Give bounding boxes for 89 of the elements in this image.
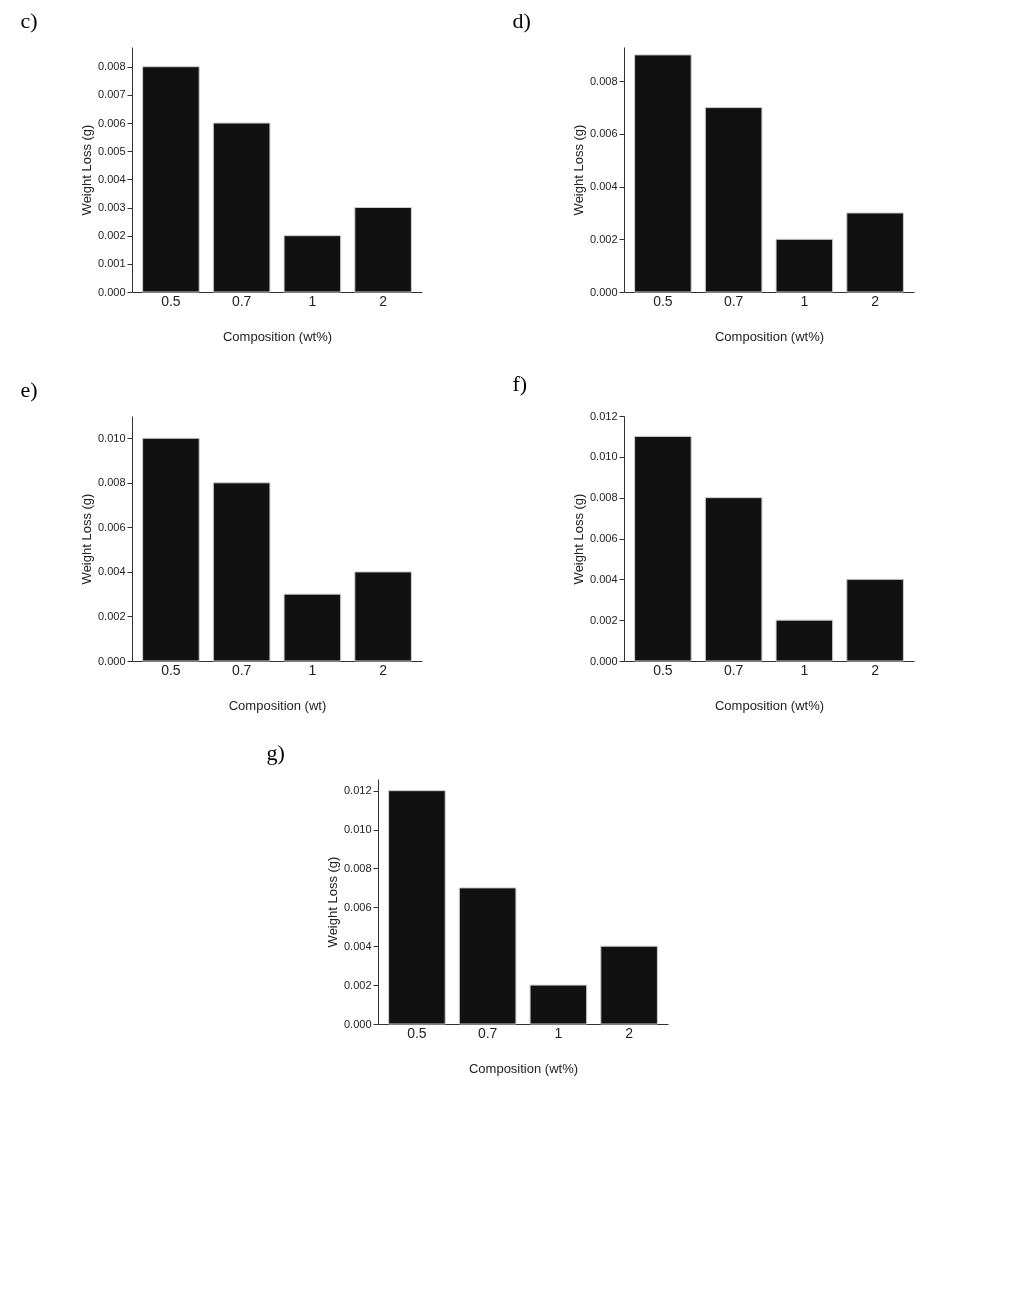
chart-title: e) bbox=[20, 377, 38, 402]
x-tick-label: 0.5 bbox=[161, 661, 181, 678]
y-tick-label: 0.010 bbox=[589, 450, 618, 463]
y-tick-label: 0.001 bbox=[97, 257, 126, 270]
x-tick-label: 0.5 bbox=[407, 1024, 427, 1041]
x-tick-label: 2 bbox=[871, 661, 880, 678]
x-tick-label: 1 bbox=[554, 1024, 563, 1041]
x-axis-title: Composition (wt) bbox=[228, 697, 327, 713]
y-tick-label: 0.008 bbox=[97, 476, 126, 489]
bar bbox=[634, 435, 692, 662]
y-tick-label: 0.006 bbox=[97, 116, 126, 129]
y-axis-title: Weight Loss (g) bbox=[78, 124, 94, 216]
x-axis-title: Composition (wt%) bbox=[468, 1060, 579, 1076]
y-tick-label: 0.000 bbox=[589, 285, 618, 298]
x-tick-label: 1 bbox=[308, 661, 317, 678]
x-tick-label: 0.5 bbox=[161, 292, 181, 309]
x-axis-title: Composition (wt%) bbox=[714, 697, 825, 713]
x-tick-label: 1 bbox=[308, 292, 317, 309]
x-tick-label: 1 bbox=[800, 661, 809, 678]
bar bbox=[775, 238, 834, 293]
chart-title: c) bbox=[20, 8, 38, 33]
bar bbox=[283, 235, 342, 293]
bar bbox=[775, 619, 834, 662]
y-tick-label: 0.006 bbox=[589, 127, 618, 140]
bar bbox=[846, 578, 904, 662]
y-tick-label: 0.000 bbox=[343, 1017, 372, 1030]
y-tick-label: 0.003 bbox=[97, 201, 126, 214]
bar bbox=[704, 497, 763, 662]
y-tick-label: 0.002 bbox=[97, 609, 126, 622]
bar bbox=[212, 482, 271, 662]
y-axis-title: Weight Loss (g) bbox=[78, 493, 94, 585]
bar bbox=[634, 54, 692, 293]
bar bbox=[600, 945, 658, 1025]
y-tick-label: 0.007 bbox=[97, 88, 126, 101]
y-tick-label: 0.004 bbox=[97, 172, 126, 185]
y-tick-label: 0.010 bbox=[343, 823, 372, 836]
y-tick-label: 0.002 bbox=[589, 232, 618, 245]
y-tick-label: 0.008 bbox=[343, 861, 372, 874]
x-tick-label: 2 bbox=[871, 292, 880, 309]
y-tick-label: 0.004 bbox=[343, 939, 372, 952]
x-tick-label: 0.5 bbox=[653, 661, 673, 678]
y-tick-label: 0.002 bbox=[97, 229, 126, 242]
x-tick-label: 2 bbox=[379, 292, 388, 309]
chart-title: f) bbox=[512, 371, 528, 396]
bar bbox=[458, 887, 517, 1025]
x-tick-label: 0.7 bbox=[723, 661, 744, 678]
bar bbox=[283, 593, 342, 662]
bar bbox=[212, 122, 271, 293]
y-tick-label: 0.005 bbox=[97, 144, 126, 157]
bar bbox=[354, 571, 412, 662]
y-tick-label: 0.004 bbox=[589, 572, 618, 585]
y-tick-label: 0.004 bbox=[97, 565, 126, 578]
y-axis-title: Weight Loss (g) bbox=[570, 493, 586, 585]
y-tick-label: 0.002 bbox=[343, 978, 372, 991]
bar bbox=[846, 212, 904, 293]
x-tick-label: 0.7 bbox=[723, 292, 744, 309]
y-tick-label: 0.008 bbox=[589, 491, 618, 504]
bar bbox=[142, 437, 200, 662]
y-tick-label: 0.010 bbox=[97, 431, 126, 444]
y-tick-label: 0.012 bbox=[589, 409, 618, 422]
x-tick-label: 0.5 bbox=[653, 292, 673, 309]
y-tick-label: 0.006 bbox=[589, 532, 618, 544]
chart-title: d) bbox=[512, 8, 531, 33]
y-tick-label: 0.002 bbox=[589, 613, 618, 626]
bar bbox=[704, 107, 763, 293]
y-tick-label: 0.004 bbox=[589, 180, 618, 193]
x-axis-title: Composition (wt%) bbox=[222, 328, 333, 344]
y-tick-label: 0.000 bbox=[97, 285, 126, 298]
y-tick-label: 0.006 bbox=[343, 900, 372, 913]
y-tick-label: 0.000 bbox=[97, 654, 126, 667]
y-tick-label: 0.008 bbox=[589, 74, 618, 87]
y-tick-label: 0.000 bbox=[589, 654, 618, 667]
x-tick-label: 0.7 bbox=[231, 292, 252, 309]
y-axis-title: Weight Loss (g) bbox=[570, 124, 586, 216]
x-tick-label: 0.7 bbox=[477, 1024, 498, 1041]
y-tick-label: 0.006 bbox=[97, 520, 126, 533]
x-tick-label: 2 bbox=[379, 661, 388, 678]
bar bbox=[529, 984, 588, 1025]
x-tick-label: 1 bbox=[800, 292, 809, 309]
bar bbox=[142, 66, 200, 293]
bar bbox=[354, 207, 412, 293]
chart-title: g) bbox=[266, 740, 285, 765]
y-axis-title: Weight Loss (g) bbox=[324, 856, 340, 948]
y-tick-label: 0.008 bbox=[97, 60, 126, 73]
bar bbox=[388, 790, 446, 1025]
x-tick-label: 0.7 bbox=[231, 661, 252, 678]
y-tick-label: 0.012 bbox=[343, 784, 372, 797]
x-tick-label: 2 bbox=[625, 1024, 634, 1041]
x-axis-title: Composition (wt%) bbox=[714, 328, 825, 344]
